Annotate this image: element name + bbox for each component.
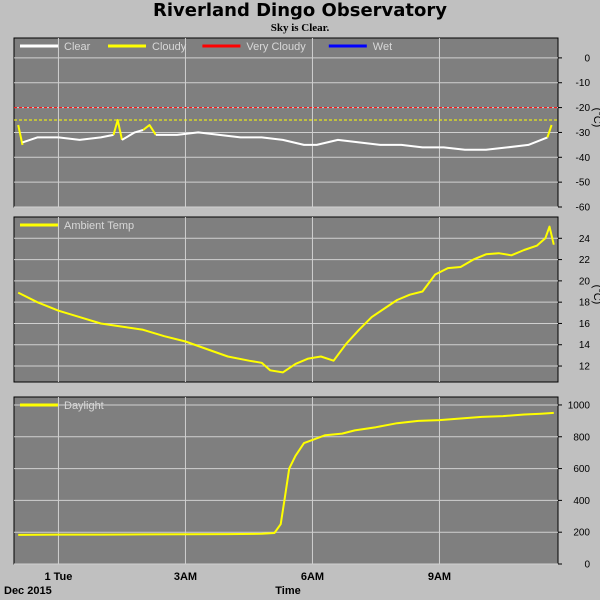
legend-label: Ambient Temp [64,220,134,232]
y-axis-label: (°C) [591,108,600,128]
series-line [22,133,114,144]
series-line [17,225,555,374]
sky-status: Sky is Clear. [270,22,330,34]
y-tick-label: 200 [573,528,590,539]
x-tick-label: 3AM [174,571,197,583]
x-corner-label: Dec 2015 [4,585,52,597]
y-tick-label: 400 [573,496,590,507]
y-tick-label: 0 [584,560,590,571]
y-tick-label: -20 [576,103,591,114]
page-title: Riverland Dingo Observatory [152,0,448,21]
series-line [112,119,123,141]
y-tick-label: 22 [579,255,591,266]
y-tick-label: 16 [579,319,591,330]
series-line [546,124,553,138]
y-tick-label: -50 [576,178,591,189]
y-tick-label: -30 [576,128,591,139]
y-tick-label: -60 [576,203,591,214]
y-tick-label: 14 [579,340,591,351]
series-line [18,411,554,536]
legend-label: Wet [373,41,392,53]
x-tick-label: 6AM [301,571,324,583]
y-tick-label: 600 [573,464,590,475]
y-tick-label: 24 [579,234,591,245]
y-tick-label: -10 [576,78,591,89]
sky-panel-background [13,37,559,208]
y-tick-label: 1000 [568,400,591,411]
series-line [155,131,548,151]
y-axis-label: (°C) [591,285,600,305]
y-tick-label: 18 [579,298,591,309]
series-line [17,124,24,146]
x-tick-label: 9AM [428,571,451,583]
legend-label: Clear [64,41,91,53]
ambient-temp-panel-background [13,216,559,383]
legend-label: Very Cloudy [246,41,306,53]
y-tick-label: 20 [579,276,591,287]
y-tick-label: 0 [584,53,590,64]
y-tick-label: -40 [576,153,591,164]
legend-label: Cloudy [152,41,187,53]
y-tick-label: 12 [579,362,591,373]
series-line [121,129,144,141]
x-axis-label: Time [275,585,300,597]
daylight-panel-background [13,396,559,565]
legend-label: Daylight [64,400,104,412]
series-line [142,124,157,136]
x-tick-label: 1 Tue [44,571,72,583]
y-tick-label: 800 [573,432,590,443]
